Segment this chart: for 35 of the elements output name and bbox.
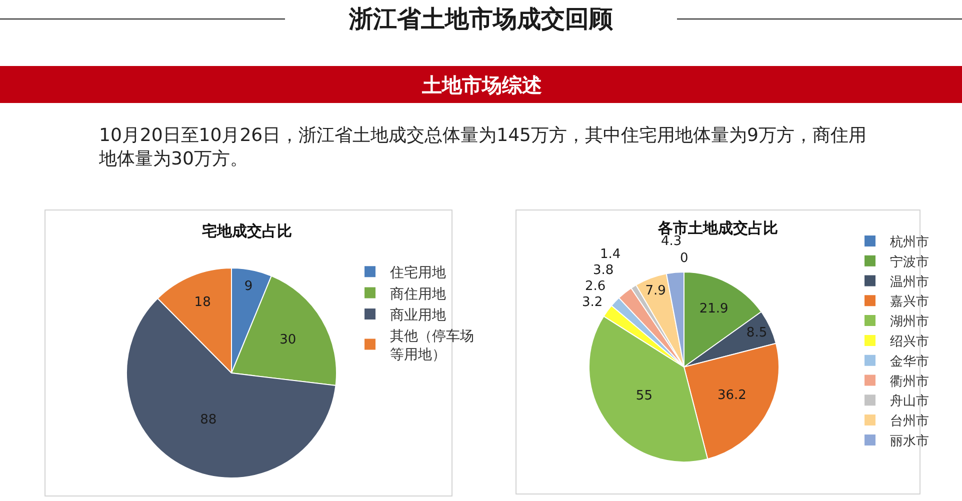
legend-label: 宁波市 (890, 254, 929, 270)
data-label: 21.9 (699, 302, 728, 317)
legend-label: 嘉兴市 (890, 294, 929, 310)
legend-label: 住宅用地 (389, 265, 446, 282)
legend-label: 绍兴市 (890, 334, 929, 350)
legend-label: 商住用地 (390, 286, 446, 302)
data-label: 7.9 (645, 283, 666, 298)
legend-label: 湖州市 (890, 314, 929, 330)
data-label: 88 (200, 412, 217, 428)
text: 10月20日至10月26日，浙江省土地成交总体量为145万方，其中住宅用地体量为9万方，商住用地体量为30万方。 (98, 125, 866, 170)
legend-label: 台州市 (890, 414, 929, 430)
legend-label: 丽水市 (890, 434, 929, 450)
data-label: 3.8 (593, 263, 614, 278)
data-label: 4.3 (661, 234, 682, 249)
data-label: 2.6 (585, 279, 606, 294)
chart-title: 宅地成交占比 (202, 222, 292, 240)
legend-label: 商业用地 (390, 307, 446, 324)
legend-label: 金华市 (890, 354, 929, 370)
data-label: 9 (244, 279, 253, 294)
text: 浙江省土地市场成交回顾 (348, 5, 614, 33)
text: 土地市场综述 (421, 73, 542, 97)
data-label: 1.4 (600, 247, 621, 262)
legend-label: 衢州市 (890, 374, 929, 390)
data-label: 36.2 (717, 388, 746, 403)
data-label: 30 (280, 332, 296, 348)
legend-label: 杭州市 (889, 235, 929, 250)
text: 0 (680, 251, 688, 266)
data-label: 18 (194, 295, 211, 310)
data-label: 55 (636, 388, 652, 404)
legend-label: 舟山市 (890, 394, 929, 410)
data-label: 8.5 (746, 326, 768, 341)
chart-title: 各市土地成交占比 (657, 219, 778, 237)
legend-label: 其他（停车场等用地） (390, 328, 474, 363)
data-label: 3.2 (582, 295, 603, 310)
legend-label: 温州市 (890, 274, 929, 290)
